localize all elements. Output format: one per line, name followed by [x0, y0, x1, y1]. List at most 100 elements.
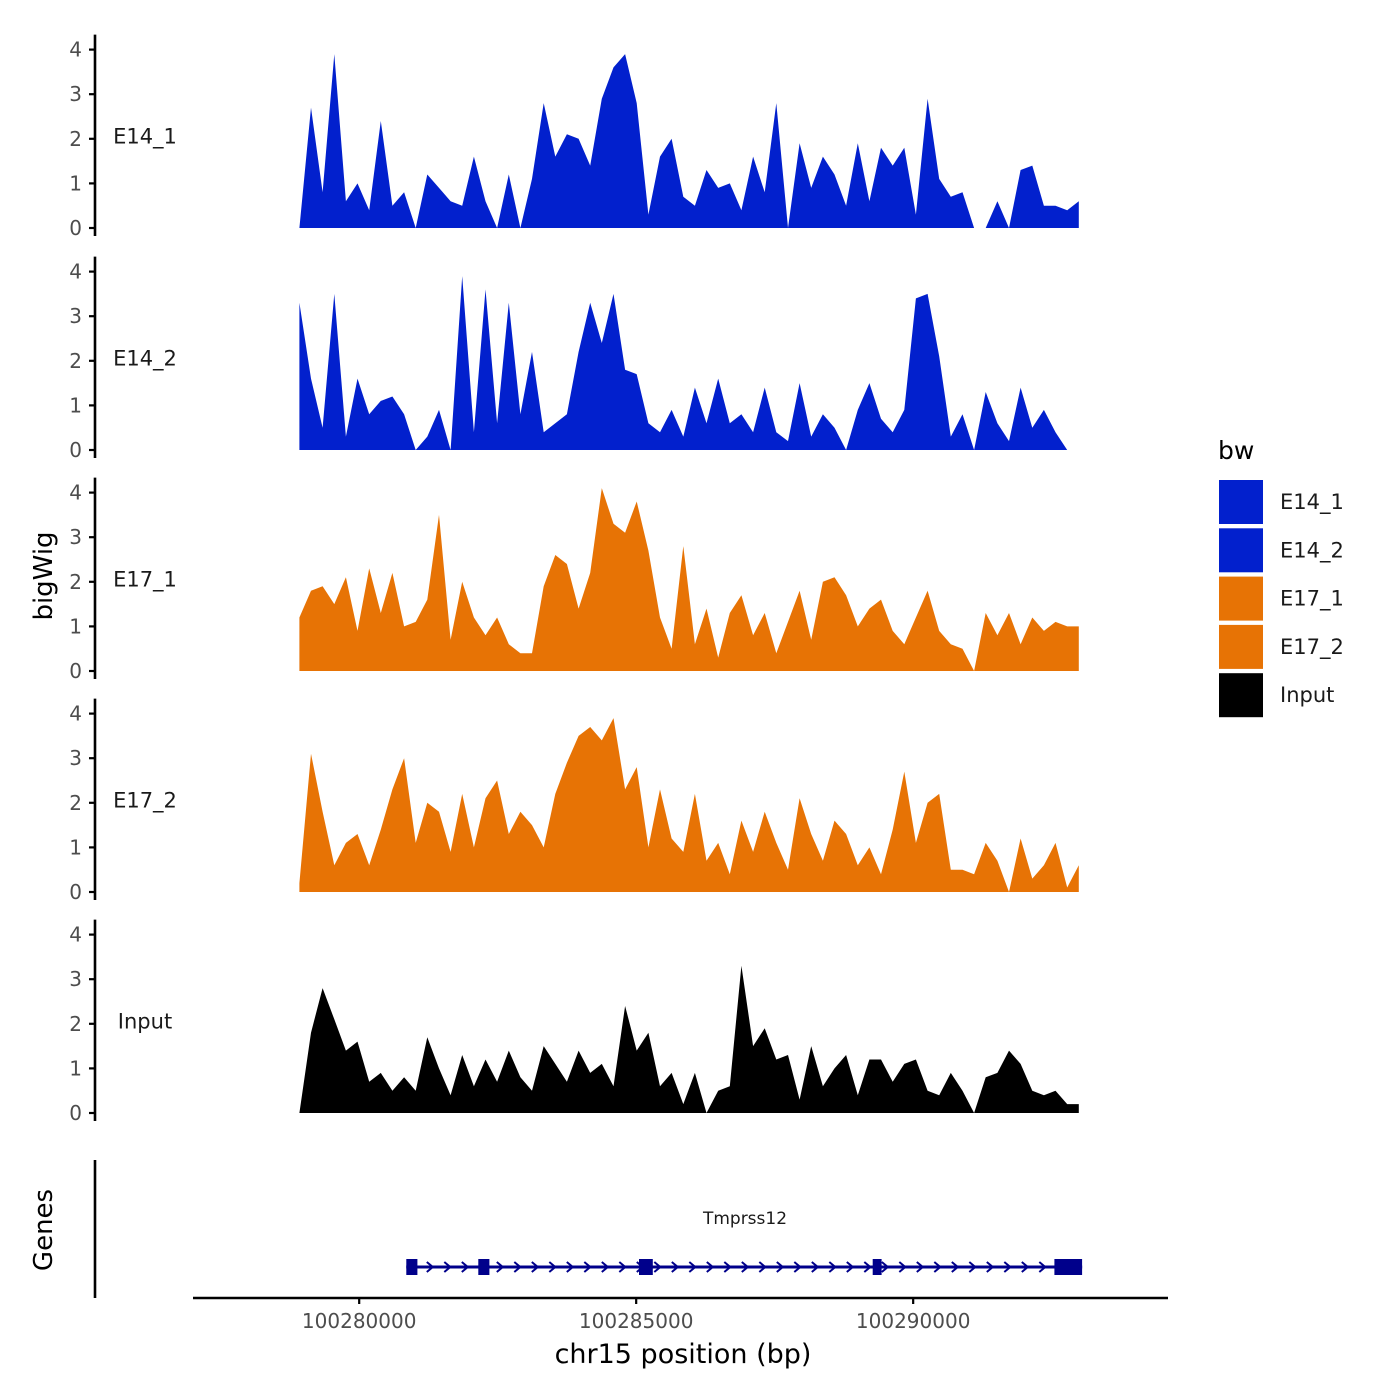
genes-track-title: Genes	[29, 1189, 59, 1271]
track-label: E17_2	[113, 789, 177, 814]
legend-key-e14-2	[1219, 528, 1263, 573]
strand-arrow-icon	[723, 1261, 732, 1273]
y-tick-label: 3	[69, 967, 82, 991]
strand-arrow-icon	[758, 1261, 767, 1273]
series-area-e14-1	[299, 54, 1079, 228]
strand-arrow-icon	[776, 1261, 785, 1273]
track-label: Input	[118, 1010, 172, 1034]
y-tick-label: 0	[69, 438, 82, 462]
series-area-e14-2	[299, 276, 1079, 450]
y-tick-label: 2	[69, 127, 82, 151]
y-tick-label: 3	[69, 82, 82, 106]
series-area-input	[299, 965, 1079, 1113]
y-tick-label: 0	[69, 880, 82, 904]
y-tick-label: 1	[69, 835, 82, 859]
legend-label: E14_2	[1280, 538, 1344, 563]
strand-arrow-icon	[1038, 1261, 1047, 1273]
y-axis-title: bigWig	[29, 531, 59, 620]
gene-exon	[406, 1259, 418, 1275]
gene-exon	[872, 1259, 882, 1275]
strand-arrow-icon	[706, 1261, 715, 1273]
strand-arrow-icon	[741, 1261, 750, 1273]
track-label: E14_2	[113, 347, 177, 372]
series-area-e17-2	[299, 718, 1079, 892]
strand-arrow-icon	[793, 1261, 802, 1273]
x-tick-label: 100285000	[579, 1309, 694, 1333]
legend: E14_1 E14_2 E17_1 E17_2 Input	[1219, 480, 1344, 718]
gene-exon	[1054, 1259, 1083, 1275]
y-tick-label: 0	[69, 216, 82, 240]
strand-arrow-icon	[461, 1261, 470, 1273]
gene-model	[93, 1160, 1083, 1298]
legend-key-input	[1219, 673, 1263, 718]
y-tick-label: 1	[69, 171, 82, 195]
x-tick-label: 100280000	[302, 1309, 417, 1333]
gene-exon	[478, 1259, 490, 1275]
x-axis: 100280000 100285000 100290000	[193, 1296, 1168, 1333]
y-tick-label: 4	[69, 702, 82, 726]
track-panel-e17-2: 0 1 2 3 4 E17_2	[69, 698, 1079, 904]
strand-arrow-icon	[443, 1261, 452, 1273]
track-panel-e14-1: 0 1 2 3 4 E14_1	[69, 34, 1079, 240]
x-tick-label: 100290000	[856, 1309, 971, 1333]
strand-arrow-icon	[496, 1261, 505, 1273]
y-tick-label: 4	[69, 260, 82, 284]
y-tick-label: 4	[69, 923, 82, 947]
track-label: E17_1	[113, 568, 177, 593]
y-tick-label: 2	[69, 791, 82, 815]
gene-exon	[639, 1259, 653, 1275]
track-panel-e17-1: 0 1 2 3 4 E17_1	[69, 477, 1079, 683]
y-tick-label: 1	[69, 1056, 82, 1080]
y-tick-label: 1	[69, 614, 82, 638]
legend-label: E14_1	[1280, 490, 1344, 515]
legend-key-e17-2	[1219, 624, 1263, 669]
strand-arrow-icon	[828, 1261, 837, 1273]
strand-arrow-icon	[531, 1261, 540, 1273]
y-tick-label: 3	[69, 525, 82, 549]
track-panels: 0 1 2 3 4 E14_1 0 1 2 3 4 E14_2 0 1 2 3 4 E17_1 0 1 2 3 4 E17_2…	[69, 34, 1079, 1125]
y-tick-label: 0	[69, 659, 82, 683]
legend-key-e14-1	[1219, 480, 1263, 524]
y-tick-label: 1	[69, 393, 82, 417]
strand-arrow-icon	[618, 1261, 627, 1273]
y-tick-label: 3	[69, 304, 82, 328]
strand-arrow-icon	[653, 1261, 662, 1273]
x-axis-title: chr15 position (bp)	[555, 1339, 812, 1370]
strand-arrow-icon	[951, 1261, 960, 1273]
track-label: E14_1	[113, 125, 177, 150]
strand-arrow-icon	[968, 1261, 977, 1273]
legend-label: Input	[1280, 683, 1334, 707]
legend-label: E17_1	[1280, 587, 1344, 612]
strand-arrow-icon	[881, 1261, 890, 1273]
gene-name-label: Tmprss12	[702, 1209, 787, 1229]
strand-arrow-icon	[1021, 1261, 1030, 1273]
track-panel-e14-2: 0 1 2 3 4 E14_2	[69, 256, 1079, 462]
strand-arrow-icon	[601, 1261, 610, 1273]
strand-arrow-icon	[583, 1261, 592, 1273]
legend-label: E17_2	[1280, 635, 1344, 660]
strand-arrow-icon	[846, 1261, 855, 1273]
strand-arrow-icon	[863, 1261, 872, 1273]
strand-arrow-icon	[671, 1261, 680, 1273]
y-tick-label: 2	[69, 570, 82, 594]
strand-arrow-icon	[548, 1261, 557, 1273]
strand-arrow-icon	[811, 1261, 820, 1273]
track-panel-input: 0 1 2 3 4 Input	[69, 919, 1079, 1125]
strand-arrow-icon	[898, 1261, 907, 1273]
y-tick-label: 3	[69, 746, 82, 770]
strand-arrow-icon	[426, 1261, 435, 1273]
y-tick-label: 4	[69, 481, 82, 505]
strand-arrow-icon	[1003, 1261, 1012, 1273]
y-tick-label: 2	[69, 1012, 82, 1036]
strand-arrow-icon	[986, 1261, 995, 1273]
strand-arrow-icon	[566, 1261, 575, 1273]
legend-key-e17-1	[1219, 576, 1263, 621]
strand-arrow-icon	[916, 1261, 925, 1273]
y-tick-label: 2	[69, 349, 82, 373]
strand-arrow-icon	[933, 1261, 942, 1273]
strand-arrow-icon	[688, 1261, 697, 1273]
strand-arrow-icon	[513, 1261, 522, 1273]
y-tick-label: 4	[69, 38, 82, 62]
y-tick-label: 0	[69, 1101, 82, 1125]
